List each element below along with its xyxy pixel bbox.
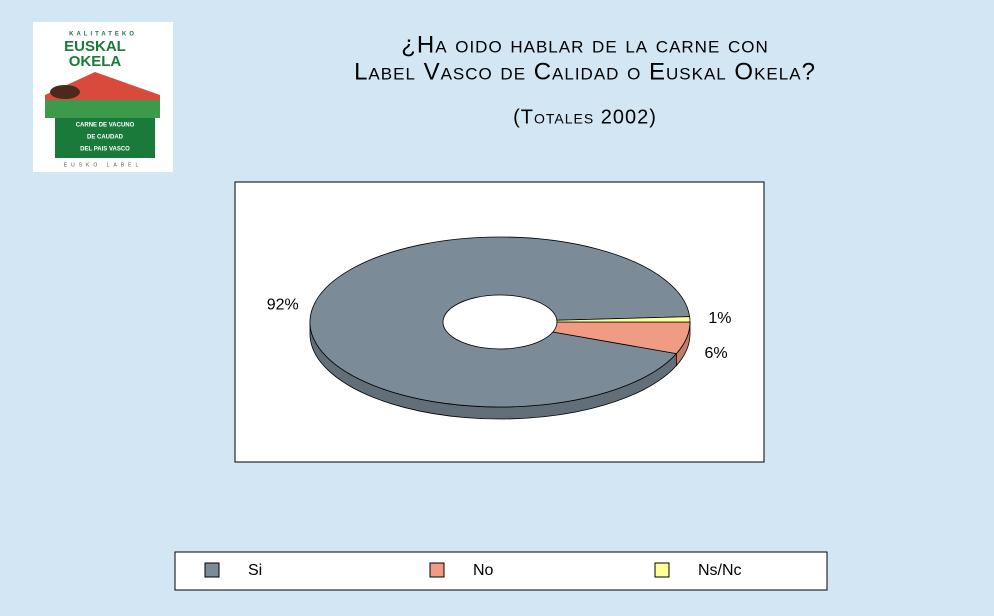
chart-title: ¿Ha oido hablar de la carne con [401,31,769,58]
legend-label: No [473,562,494,579]
data-label: 1% [708,310,731,327]
page: {"logo": {"top": "KALITATEKO", "line1": … [0,0,994,616]
data-label: 6% [704,345,727,362]
legend-label: Ns/Nc [698,562,742,579]
legend-swatch [655,563,669,577]
logo-text: OKELA [69,53,122,70]
logo-text: DEL PAIS VASCO [80,147,130,153]
chart: KALITATEKO EUSKAL OKELA CARNE DE VACUNO … [0,0,994,616]
legend-swatch [205,563,219,577]
chart-subtitle: (Totales 2002) [513,106,657,128]
legend-swatch [430,563,444,577]
legend-label: Si [248,562,262,579]
logo-text: DE CAUDAD [87,135,124,141]
logo-text: KALITATEKO [69,32,137,38]
chart-title: Label Vasco de Calidad o Euskal Okela? [354,58,816,85]
logo-cow [50,85,80,99]
logo-text: EUSKO LABEL [64,162,142,168]
logo-text: CARNE DE VACUNO [76,123,135,129]
logo-field [45,100,160,118]
data-label: 92% [267,297,299,314]
